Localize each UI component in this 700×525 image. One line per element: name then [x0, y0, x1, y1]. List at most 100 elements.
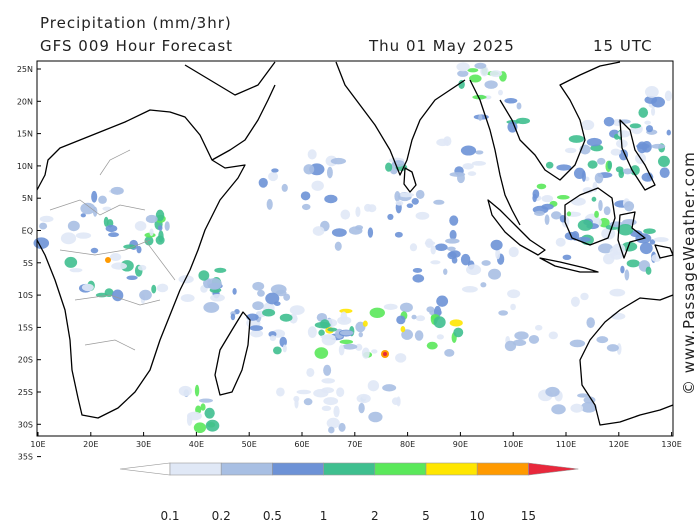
precip-cell [534, 210, 545, 216]
precip-cell [603, 116, 615, 127]
precip-cell [371, 349, 378, 354]
madagascar [214, 311, 251, 396]
lon-tick-label: 10E [30, 440, 45, 449]
precip-cell [394, 191, 401, 202]
precip-cell [475, 150, 484, 155]
precip-cell [318, 329, 325, 336]
precip-cell [193, 422, 207, 434]
precip-cell [109, 253, 122, 262]
lat-tick-label: 25N [17, 65, 33, 74]
precip-cell [607, 160, 613, 170]
precip-cell [276, 387, 285, 397]
precip-cell [629, 123, 642, 129]
precip-cell [460, 253, 471, 266]
precip-cell [564, 147, 577, 154]
precip-cell [313, 388, 329, 398]
legend-label: 1 [319, 509, 328, 523]
precip-cell [651, 143, 666, 149]
precip-cell [271, 168, 279, 173]
precip-cell [507, 121, 518, 133]
precip-cell [601, 227, 616, 240]
precip-cell [636, 141, 648, 154]
precip-cell [156, 283, 169, 293]
precip-cell [516, 102, 522, 110]
precip-cell [210, 293, 225, 302]
precip-cell [401, 329, 414, 340]
precip-cell [472, 94, 487, 100]
precip-cell [203, 301, 220, 313]
borneo [564, 187, 616, 246]
precip-cell [610, 251, 623, 260]
lon-tick: 90E [453, 432, 468, 449]
precip-peak [105, 257, 111, 263]
precip-cell [570, 197, 586, 206]
lon-tick-label: 20E [83, 440, 98, 449]
precip-cell [395, 353, 407, 363]
precip-cell [338, 422, 346, 432]
lon-tick-label: 80E [400, 440, 415, 449]
precip-cell [409, 243, 418, 252]
precip-cell [327, 327, 338, 332]
precip-cell [467, 171, 477, 176]
precip-cell [555, 237, 566, 247]
precip-cell [328, 426, 335, 434]
lat-tick: 25S [18, 388, 41, 397]
precip-cell [586, 317, 595, 329]
precip-cell [609, 288, 626, 297]
precip-cell [586, 137, 602, 147]
precip-cell [205, 419, 220, 432]
southeast-asia-coastline [469, 61, 621, 226]
precip-cell [484, 80, 498, 89]
precip-cell [311, 180, 324, 191]
precip-cell [436, 334, 444, 340]
precip-cell [545, 386, 560, 397]
precip-cell [111, 262, 127, 270]
precip-cell [198, 270, 210, 281]
precip-cell [659, 167, 670, 179]
precip-cell [250, 329, 264, 338]
africa-coastline [36, 109, 246, 419]
precip-cell [307, 149, 317, 160]
precip-cell [624, 269, 630, 281]
precip-cell [657, 155, 670, 168]
precip-cell [597, 157, 606, 165]
forecast-subtitle: GFS 009 Hour Forecast [40, 37, 234, 55]
precip-cell [144, 236, 154, 246]
precip-cell [559, 215, 566, 223]
precip-cell [207, 278, 222, 290]
precip-cell [620, 265, 625, 274]
precip-cell [466, 264, 482, 276]
legend-swatch [272, 462, 324, 476]
precip-cell [581, 119, 595, 131]
precip-cell [481, 260, 491, 266]
lat-tick-label: EQ [22, 227, 33, 236]
precip-cell [80, 213, 86, 218]
precip-cell [314, 347, 329, 359]
precip-cell [367, 380, 380, 392]
precip-cell [268, 171, 279, 182]
precip-cell [81, 283, 94, 292]
precip-cell [551, 404, 566, 415]
lat-tick: 20S [18, 356, 41, 365]
precip-cell [334, 241, 342, 251]
precip-cell [340, 209, 351, 220]
precip-cell [566, 211, 572, 217]
precip-cell [498, 89, 503, 96]
lat-tick-label: 10S [18, 291, 33, 300]
precip-peak-core [383, 352, 387, 356]
legend-label: 0.2 [211, 509, 231, 523]
lat-tick: 25N [17, 65, 41, 74]
legend-left-arrow [119, 462, 171, 476]
precip-cell [651, 96, 666, 108]
precip-cell [273, 346, 282, 355]
precip-cell [645, 266, 652, 275]
precip-cell [364, 203, 372, 212]
lon-tick: 60E [294, 432, 310, 449]
precip-cell [91, 190, 98, 203]
precip-cell [430, 245, 436, 255]
precip-cell [178, 385, 192, 397]
lon-tick-label: 50E [242, 440, 257, 449]
precip-cell [67, 220, 80, 232]
precip-cell [321, 378, 336, 384]
precip-cell [536, 183, 547, 190]
